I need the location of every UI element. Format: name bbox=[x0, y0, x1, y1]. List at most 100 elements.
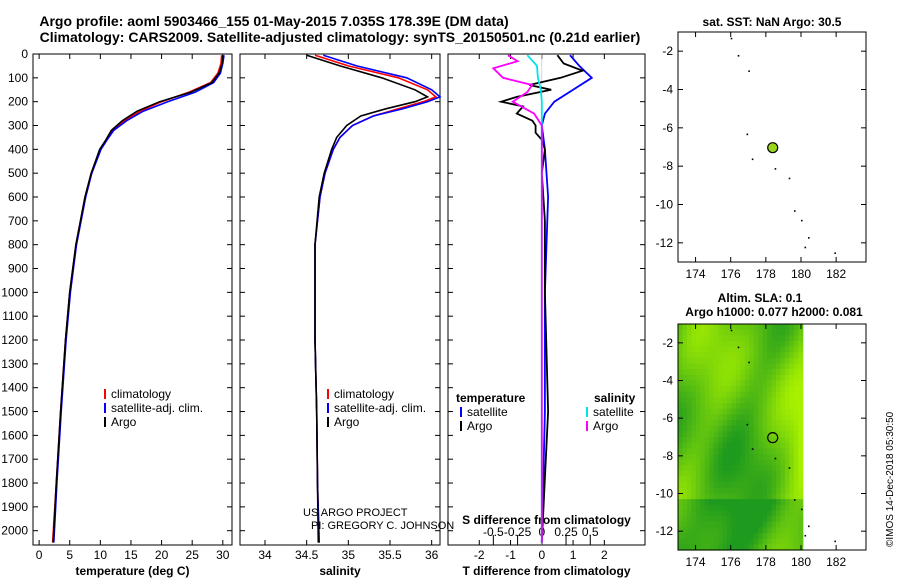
sla-cell bbox=[789, 340, 795, 348]
sla-cell bbox=[762, 493, 768, 500]
sla-cell bbox=[686, 499, 692, 506]
sla-cell bbox=[798, 340, 804, 348]
sla-cell bbox=[744, 425, 750, 432]
sla-cell bbox=[784, 340, 790, 348]
sla-cell bbox=[793, 397, 799, 404]
sla-cell bbox=[753, 425, 759, 432]
sla-cell bbox=[771, 470, 777, 478]
sla-cell bbox=[740, 329, 746, 336]
sla-cell bbox=[704, 329, 710, 336]
sla-cell bbox=[798, 357, 804, 365]
sla-cell bbox=[771, 516, 777, 523]
sla-cell bbox=[704, 459, 710, 466]
sla-cell bbox=[686, 437, 692, 444]
sla-cell bbox=[709, 493, 715, 500]
sla-cell bbox=[700, 369, 706, 376]
sla-cell bbox=[758, 482, 764, 489]
sla-cell bbox=[767, 437, 773, 444]
sla-cell bbox=[767, 363, 773, 370]
line-satellite-adj--clim- bbox=[314, 54, 442, 543]
sla-cell bbox=[735, 431, 741, 438]
island-dot bbox=[746, 133, 749, 136]
sla-cell bbox=[789, 482, 795, 489]
differences-frame bbox=[447, 53, 646, 546]
sla-cell bbox=[709, 510, 715, 517]
legend-label: satellite-adj. clim. bbox=[334, 401, 426, 415]
sla-cell bbox=[793, 374, 799, 382]
sla-cell bbox=[798, 352, 804, 359]
sla-cell bbox=[740, 510, 746, 517]
sla-cell bbox=[686, 420, 692, 427]
sla-cell bbox=[740, 476, 746, 483]
sla-cell bbox=[727, 527, 733, 534]
sla-cell bbox=[784, 470, 790, 478]
sla-cell bbox=[784, 403, 790, 410]
sla-cell bbox=[784, 533, 790, 540]
sla-cell bbox=[780, 482, 786, 489]
island-dot bbox=[804, 534, 807, 537]
sla-cell bbox=[704, 437, 710, 444]
sla-cell bbox=[722, 380, 728, 387]
sla-cell bbox=[744, 352, 750, 359]
sla-cell bbox=[784, 538, 790, 545]
sla-cell bbox=[749, 521, 755, 528]
sla-cell bbox=[758, 544, 764, 551]
sla-cell bbox=[798, 437, 804, 444]
sla-cell bbox=[784, 482, 790, 489]
sla-cell bbox=[735, 442, 741, 449]
sla-cell bbox=[749, 391, 755, 399]
sla-cell bbox=[780, 538, 786, 545]
sla-cell bbox=[709, 470, 715, 478]
sla-cell bbox=[704, 431, 710, 438]
sla-cell bbox=[704, 335, 710, 342]
sla-cell bbox=[793, 386, 799, 393]
sla-cell bbox=[771, 420, 777, 427]
sla-cell bbox=[722, 476, 728, 483]
sla-cell bbox=[767, 386, 773, 393]
sla-cell bbox=[713, 335, 719, 342]
sla-cell bbox=[731, 487, 737, 495]
map-y-tick-label: -12 bbox=[656, 236, 674, 250]
sla-cell bbox=[727, 453, 733, 461]
depth-tick-label: 1400 bbox=[1, 381, 28, 395]
sla-cell bbox=[700, 335, 706, 342]
sla-cell bbox=[798, 374, 804, 382]
sla-cell bbox=[753, 414, 759, 421]
sla-cell bbox=[784, 324, 790, 331]
sla-cell bbox=[713, 414, 719, 421]
sla-cell bbox=[686, 374, 692, 382]
sla-cell bbox=[718, 352, 724, 359]
sla-cell bbox=[709, 374, 715, 382]
sla-cell bbox=[695, 544, 701, 551]
sla-cell bbox=[691, 408, 697, 415]
sla-cell bbox=[704, 397, 710, 404]
sla-cell bbox=[709, 403, 715, 410]
sla-cell bbox=[709, 324, 715, 331]
sla-cell bbox=[753, 431, 759, 438]
island-dot bbox=[800, 219, 803, 222]
sla-cell bbox=[731, 425, 737, 432]
sla-cell bbox=[704, 482, 710, 489]
sla-cell bbox=[789, 420, 795, 427]
sla-cell bbox=[753, 437, 759, 444]
sla-cell bbox=[758, 487, 764, 495]
sla-cell bbox=[700, 538, 706, 545]
sla-cell bbox=[682, 459, 688, 466]
sla-cell bbox=[758, 357, 764, 365]
credit-project: US ARGO PROJECT bbox=[303, 507, 408, 519]
salinity-frame bbox=[239, 53, 441, 546]
sla-cell bbox=[740, 527, 746, 534]
sla-cell bbox=[776, 499, 782, 506]
line-t-argo bbox=[497, 54, 586, 543]
sla-cell bbox=[749, 533, 755, 540]
sla-cell bbox=[735, 357, 741, 365]
sla-cell bbox=[722, 527, 728, 534]
sla-cell bbox=[678, 408, 684, 415]
sla-cell bbox=[718, 504, 724, 512]
sla-cell bbox=[749, 487, 755, 495]
sla-cell bbox=[793, 335, 799, 342]
sla-cell bbox=[789, 357, 795, 365]
sla-cell bbox=[686, 487, 692, 495]
sla-cell bbox=[776, 538, 782, 545]
sla-cell bbox=[731, 533, 737, 540]
